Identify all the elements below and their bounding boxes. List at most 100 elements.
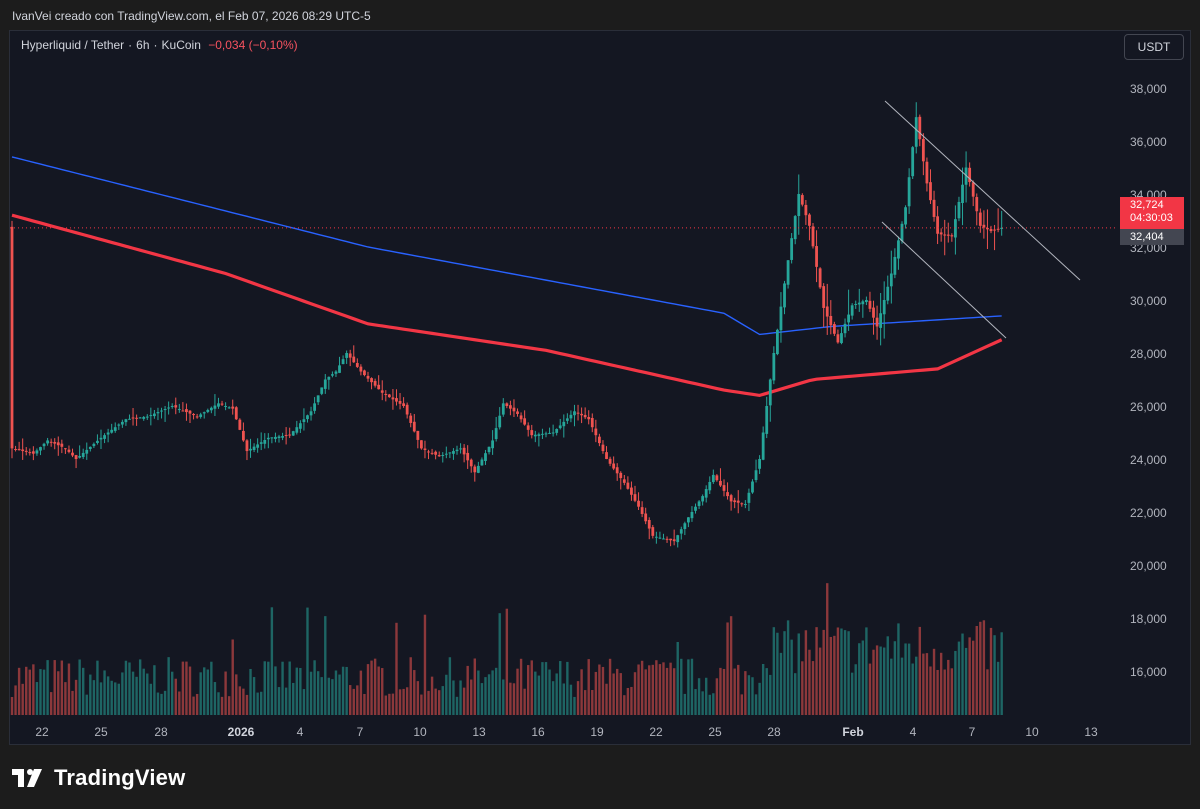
volume-bar [680,658,683,715]
candle-body [359,366,363,372]
candle-body [918,116,922,140]
volume-bar [341,666,345,715]
candle-body [996,228,1000,230]
candle-body [145,416,149,418]
moving-average-red [11,213,1003,398]
last-price-value: 32,724 [1130,199,1164,211]
volume-bar [829,636,832,715]
volume-bar [171,671,174,715]
volume-bar [206,669,209,715]
volume-bar [167,657,170,715]
time-axis[interactable]: 22 25 28 2026 4 7 10 13 16 19 22 25 28 F… [10,717,1120,745]
time-tick: 4 [296,725,304,739]
candle-body [662,538,665,540]
candle-body [761,432,765,460]
volume-bar [288,661,291,715]
candle-body [505,403,509,406]
volume-bar [459,680,462,715]
volume-bar [149,683,153,715]
candle-body [42,443,46,447]
legend-exchange: KuCoin [161,38,201,52]
volume-bar [509,682,512,715]
volume-bar [74,679,78,715]
candle-body [954,219,957,238]
legend-change: −0,034 (−0,10%) [208,38,298,52]
volume-bar [697,678,701,715]
tradingview-logo[interactable]: TradingView [12,763,185,793]
volume-bar [761,663,765,715]
price-tick: 30,000 [1130,294,1167,308]
volume-bar [331,679,334,715]
volume-bar [146,673,149,715]
candle-body [555,428,559,433]
volume-bar [270,607,274,715]
price-tick: 36,000 [1130,135,1167,149]
chart-pane[interactable] [9,30,1191,745]
candle-body [263,440,267,444]
volume-bar [897,623,900,715]
candle-body [989,229,993,232]
candle-body [160,410,163,412]
volume-bar [544,662,548,715]
volume-bar [42,669,46,715]
volume-bar [519,658,523,715]
time-tick: 16 [531,725,545,739]
candle-body [598,436,601,444]
candle-body [786,260,790,285]
currency-button[interactable]: USDT [1124,34,1184,60]
candle-body [466,452,470,461]
volume-bar [794,673,797,715]
volume-bar [498,613,501,715]
volume-bar [466,665,469,715]
candle-body [331,374,334,376]
volume-bar [850,672,854,715]
volume-bar [690,658,694,715]
candle-body [427,451,430,453]
volume-bar [548,669,551,715]
volume-bar [783,631,786,715]
volume-bar [480,683,484,715]
candle-body [259,442,263,444]
candle-body [694,506,697,511]
volume-bar [989,627,993,715]
volume-bar [89,674,92,715]
candle-body [135,417,138,419]
volume-bar [491,670,494,715]
candle-body [217,403,220,407]
volume-bar [566,661,569,715]
volume-bar [124,660,128,715]
volume-bar [242,688,245,715]
volume-bar [655,660,658,715]
volume-bar [872,649,875,715]
volume-bar [306,607,309,715]
volume-bar [377,666,380,715]
candle-body [665,538,669,540]
volume-bar [110,680,113,715]
candle-body [633,494,637,501]
symbol-legend[interactable]: Hyperliquid / Tether · 6h · KuCoin −0,034 (−… [21,38,298,52]
volume-bar [950,668,954,715]
price-scale[interactable]: 38,000 36,000 34,000 32,000 30,000 28,00… [1120,60,1190,716]
volume-bar [776,632,779,715]
candle-body [519,415,523,420]
candle-body [185,409,188,413]
volume-bar [185,661,188,715]
candle-body [879,313,883,328]
candle-body [897,240,900,259]
candle-body [800,195,804,205]
volume-bar [808,649,811,715]
volume-bar [640,660,644,715]
last-price-badge: 32,724 04:30:03 [1120,197,1184,229]
volume-bar [925,653,929,715]
volume-bar [740,694,743,715]
volume-bar [103,670,106,715]
volume-bar [281,661,284,715]
candle-body [149,415,153,417]
volume-bar [619,673,622,715]
volume-bar [712,693,715,715]
candle-body [398,401,402,404]
candle-body [533,434,537,437]
candle-body [238,419,242,430]
candle-body [10,226,14,449]
